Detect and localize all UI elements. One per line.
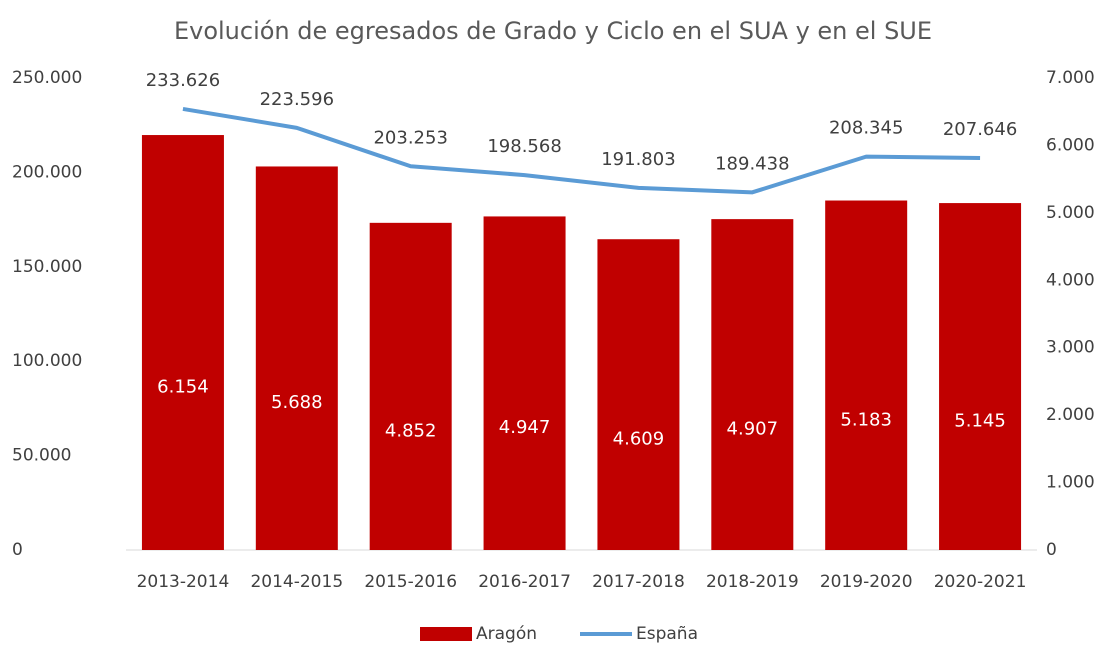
- x-tick-label: 2016-2017: [478, 572, 571, 592]
- bar-value-label: 4.609: [613, 429, 665, 450]
- y2-tick-label: 0: [1046, 540, 1057, 560]
- y-tick-label: 0: [12, 540, 23, 560]
- y-tick-label: 200.000: [12, 162, 82, 182]
- bar: [141, 135, 224, 551]
- y2-tick-label: 2.000: [1046, 405, 1095, 425]
- x-tick-label: 2017-2018: [592, 572, 685, 592]
- y-tick-label: 150.000: [12, 257, 82, 277]
- line-value-label: 207.646: [943, 119, 1017, 140]
- x-tick-label: 2014-2015: [250, 572, 343, 592]
- bar: [597, 239, 680, 550]
- x-tick-label: 2019-2020: [820, 572, 913, 592]
- bar-value-label: 4.852: [385, 420, 437, 441]
- y-tick-label: 250.000: [12, 68, 82, 88]
- x-tick-label: 2018-2019: [706, 572, 799, 592]
- line-value-label: 191.803: [601, 149, 675, 170]
- bar: [255, 166, 338, 550]
- y2-tick-label: 5.000: [1046, 203, 1095, 223]
- bar: [825, 200, 908, 551]
- y2-tick-label: 6.000: [1046, 135, 1095, 155]
- line: [182, 106, 981, 195]
- bar: [939, 203, 1022, 550]
- legend-label: Aragón: [476, 624, 537, 644]
- bar-value-label: 5.688: [271, 392, 323, 413]
- y-tick-label: 50.000: [12, 446, 71, 466]
- line-value-label: 198.568: [487, 136, 561, 157]
- line-value-label: 189.438: [715, 153, 789, 174]
- bar-value-label: 5.145: [954, 411, 1006, 432]
- chart-title: Evolución de egresados de Grado y Ciclo …: [174, 17, 932, 45]
- x-tick-label: 2020-2021: [934, 572, 1027, 592]
- y-tick-label: 100.000: [12, 351, 82, 371]
- x-tick-label: 2015-2016: [364, 572, 457, 592]
- y2-tick-label: 4.000: [1046, 270, 1095, 290]
- bar: [711, 219, 794, 551]
- line-value-label: 223.596: [260, 89, 334, 110]
- legend-label: España: [636, 624, 698, 644]
- bar: [483, 216, 566, 551]
- y2-tick-label: 1.000: [1046, 473, 1095, 493]
- bar-value-label: 4.947: [499, 417, 551, 438]
- bar-value-label: 5.183: [840, 409, 892, 430]
- line-value-label: 203.253: [373, 127, 447, 148]
- bar-value-label: 6.154: [157, 377, 209, 398]
- bar-value-label: 4.907: [727, 419, 779, 440]
- bar: [369, 222, 452, 550]
- y2-tick-label: 3.000: [1046, 338, 1095, 358]
- legend-swatch: [420, 627, 472, 641]
- y2-tick-label: 7.000: [1046, 68, 1095, 88]
- x-tick-label: 2013-2014: [137, 572, 230, 592]
- line-value-label: 208.345: [829, 118, 903, 139]
- line-value-label: 233.626: [146, 70, 220, 91]
